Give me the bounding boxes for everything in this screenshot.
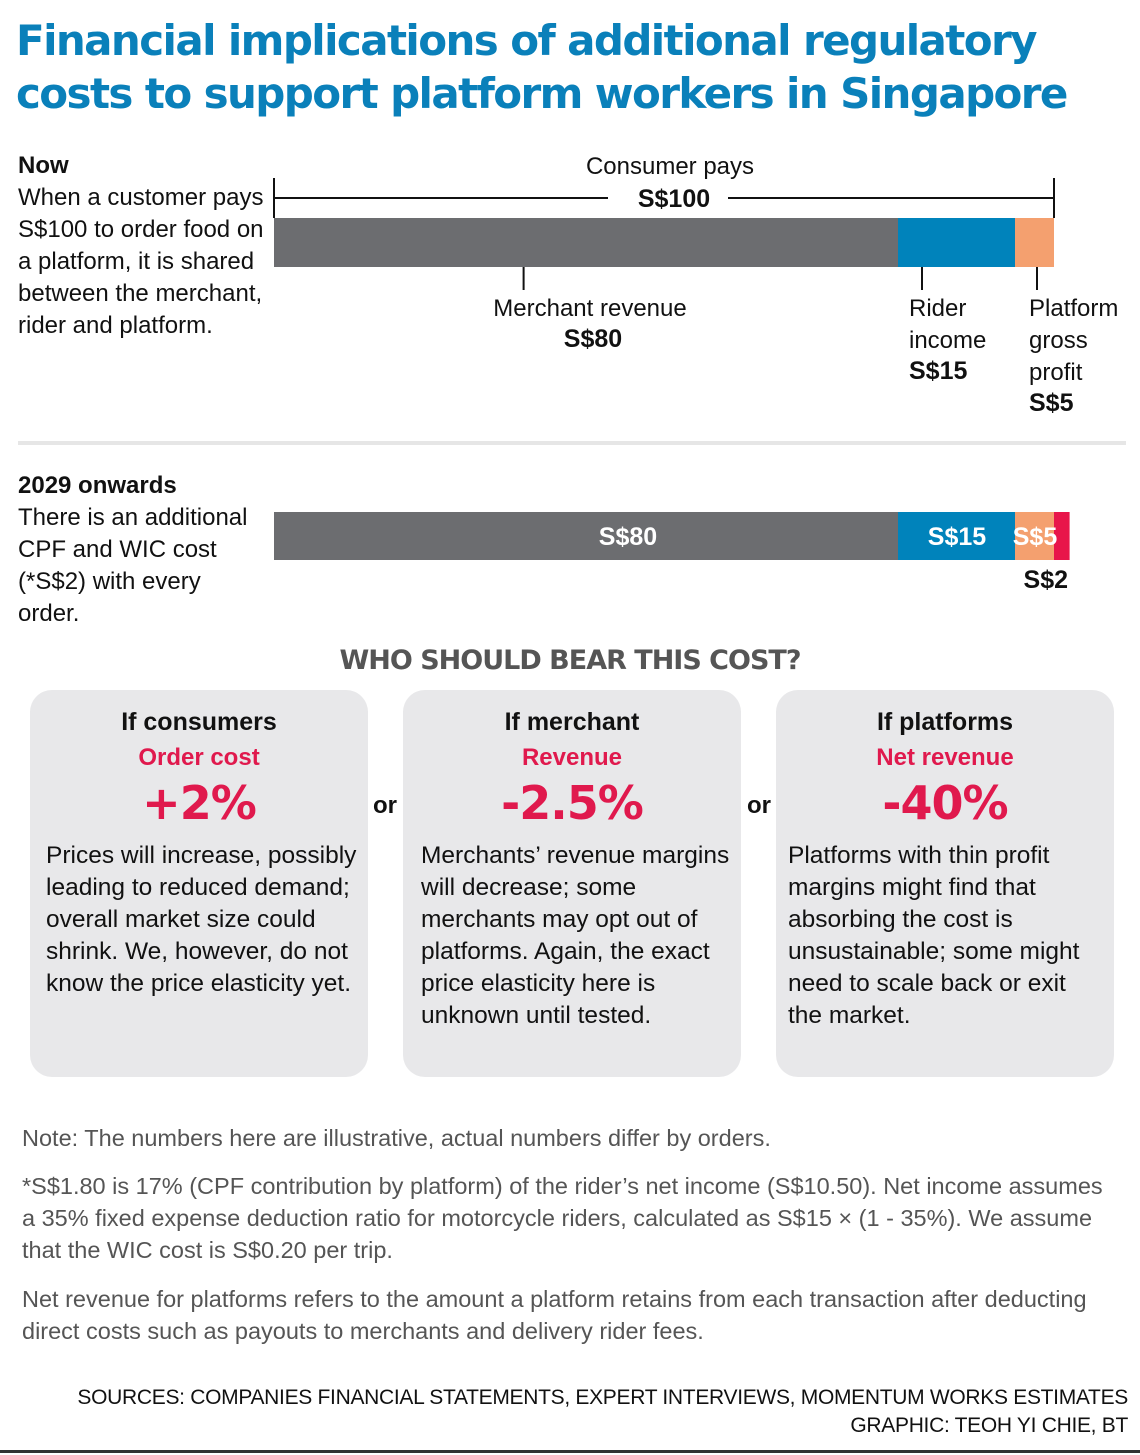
bar-segment-platform xyxy=(1015,218,1054,267)
annotation-label-rider: income xyxy=(909,327,986,354)
bar-label-platform: S$5 xyxy=(1013,523,1058,551)
page-title: Financial implications of additional reg… xyxy=(16,14,1136,120)
scenario-description: Merchants’ revenue margins will decrease… xyxy=(421,842,730,1029)
scenario-card-platforms: If platforms Net revenue -40% Platforms … xyxy=(776,690,1114,1077)
now-body: When a customer pays S$100 to order food… xyxy=(18,184,264,339)
bar-label-merchant: S$80 xyxy=(599,523,657,551)
annotation-label-platform: Platform xyxy=(1029,295,1118,322)
scenario-metric: Order cost xyxy=(138,744,260,771)
annotation-value-merchant: S$80 xyxy=(564,325,622,353)
total-label: Consumer pays xyxy=(586,153,754,180)
annotation-value-platform: S$5 xyxy=(1029,389,1074,417)
title-line-2: costs to support platform workers in Sin… xyxy=(16,69,1068,118)
scenario-description: Prices will increase, possibly leading t… xyxy=(46,842,357,997)
scenario-who: If merchant xyxy=(504,708,640,736)
bar-segment-merchant xyxy=(274,218,898,267)
bar-label-regulatory: S$2 xyxy=(1024,566,1068,594)
annotation-label-merchant: Merchant revenue xyxy=(493,295,686,322)
annotation-label-platform: profit xyxy=(1029,359,1083,386)
bar-segment-regulatory xyxy=(1054,512,1070,560)
scenario-who: If consumers xyxy=(121,708,277,736)
title-line-1: Financial implications of additional reg… xyxy=(16,16,1038,65)
annotation-label-rider: Rider xyxy=(909,295,966,322)
bar-segment-rider xyxy=(898,512,1015,560)
annotation-label-platform: gross xyxy=(1029,327,1088,354)
now-heading: Now xyxy=(18,152,69,179)
credits: SOURCES: COMPANIES FINANCIAL STATEMENTS,… xyxy=(77,1384,1128,1440)
future-body: There is an additional CPF and WIC cost … xyxy=(18,504,248,627)
total-value: S$100 xyxy=(638,185,710,213)
scenario-who: If platforms xyxy=(876,708,1014,736)
future-description: 2029 onwards There is an additional CPF … xyxy=(18,470,268,630)
annotation-value-rider: S$15 xyxy=(909,357,967,385)
bar-segment-merchant xyxy=(274,512,898,560)
note-illustrative: Note: The numbers here are illustrative,… xyxy=(22,1125,771,1151)
scenario-metric: Net revenue xyxy=(876,744,1014,771)
scenario-metric: Revenue xyxy=(521,744,623,771)
bottom-rule xyxy=(0,1450,1140,1453)
bar-chart-now: Consumer pays S$100 Merchant revenue S$80 Ri… xyxy=(273,153,1118,417)
section-divider xyxy=(18,441,1126,445)
future-heading: 2029 onwards xyxy=(18,472,177,499)
note-net-revenue: Net revenue for platforms refers to the … xyxy=(22,1286,1087,1344)
or-separator: or xyxy=(373,792,397,819)
bar-segment-rider xyxy=(898,218,1015,267)
note-cpf-calculation: *S$1.80 is 17% (CPF contribution by plat… xyxy=(22,1173,1103,1263)
bar-chart-2029: S$80 S$15 S$5 S$2 xyxy=(274,512,1070,594)
scenario-description: Platforms with thin profit margins might… xyxy=(788,842,1080,1029)
graphic-credit: GRAPHIC: TEOH YI CHIE, BT xyxy=(850,1414,1128,1437)
bar-segment-platform xyxy=(1015,512,1054,560)
stacked-bar-charts: Consumer pays S$100 Merchant revenue S$80 Ri… xyxy=(273,153,1118,594)
scenario-card-merchant: If merchant Revenue -2.5% Merchants’ rev… xyxy=(403,690,741,1077)
bar-label-rider: S$15 xyxy=(928,523,986,551)
or-separator: or xyxy=(747,792,771,819)
scenario-change: -40% xyxy=(882,776,1008,830)
sources-text: SOURCES: COMPANIES FINANCIAL STATEMENTS,… xyxy=(77,1386,1128,1409)
now-description: Now When a customer pays S$100 to order … xyxy=(18,150,268,342)
scenario-change: +2% xyxy=(142,776,257,830)
scenario-card-consumers: If consumers Order cost +2% Prices will … xyxy=(30,690,368,1077)
scenario-change: -2.5% xyxy=(501,776,644,830)
question-heading: WHO SHOULD BEAR THIS COST? xyxy=(339,645,802,676)
